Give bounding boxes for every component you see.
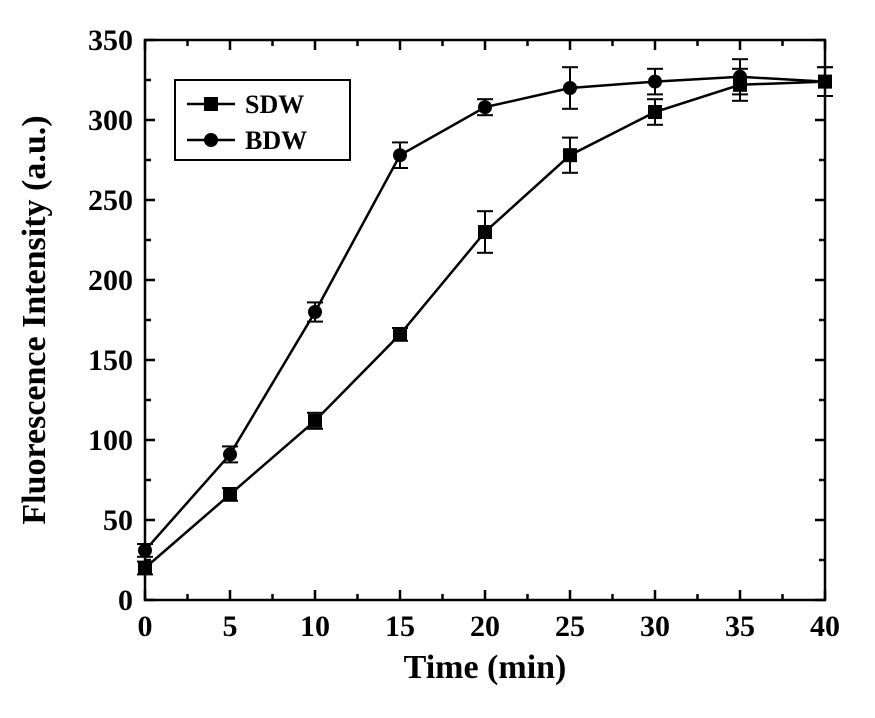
svg-text:200: 200 <box>88 264 133 297</box>
svg-text:40: 40 <box>810 610 840 643</box>
y-axis-label: Fluorescence Intensity (a.u.) <box>16 115 53 524</box>
svg-text:20: 20 <box>470 610 500 643</box>
svg-text:10: 10 <box>300 610 330 643</box>
svg-text:150: 150 <box>88 344 133 377</box>
svg-text:35: 35 <box>725 610 755 643</box>
svg-text:15: 15 <box>385 610 415 643</box>
svg-text:100: 100 <box>88 424 133 457</box>
svg-text:5: 5 <box>223 610 238 643</box>
svg-text:0: 0 <box>118 584 133 617</box>
legend-label-SDW: SDW <box>245 90 304 119</box>
chart-container: 0 5 10 15 20 25 30 35 40 0 50 100 150 200 250 300 350 Tim… <box>0 0 875 718</box>
svg-text:350: 350 <box>88 24 133 57</box>
svg-text:300: 300 <box>88 104 133 137</box>
svg-text:30: 30 <box>640 610 670 643</box>
svg-text:0: 0 <box>138 610 153 643</box>
x-axis-label: Time (min) <box>404 649 567 686</box>
svg-text:250: 250 <box>88 184 133 217</box>
line-chart: 0 5 10 15 20 25 30 35 40 0 50 100 150 200 250 300 350 Tim… <box>0 0 875 718</box>
legend: SDW BDW <box>175 80 350 160</box>
svg-text:50: 50 <box>103 504 133 537</box>
svg-text:25: 25 <box>555 610 585 643</box>
legend-label-BDW: BDW <box>245 126 307 155</box>
